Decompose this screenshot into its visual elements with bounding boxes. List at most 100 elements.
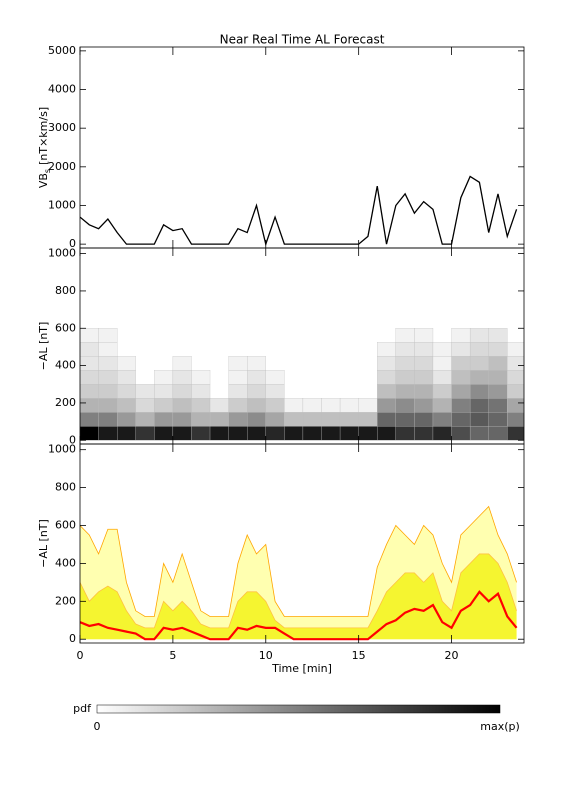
plot-area [80,175,518,247]
pdf-cell [432,370,452,385]
pdf-cell [98,370,118,385]
pdf-cell [451,412,471,427]
pdf-cell [377,426,396,441]
pdf-cell [488,370,508,385]
pdf-cell [265,426,285,441]
pdf-cell [451,426,471,441]
pdf-cell [154,398,174,413]
pdf-cell [488,342,508,357]
pdf-cell [247,370,266,385]
y-tick-label: 1000 [48,198,76,211]
y-tick-label: 3000 [48,121,76,134]
pdf-cell [469,356,489,371]
pdf-cell [302,412,322,427]
pdf-cell [228,356,248,371]
pdf-cell [432,356,452,371]
pdf-cell [191,370,211,385]
y-tick-label: 0 [69,632,76,645]
pdf-cell [507,398,524,413]
colorbar-title: pdf [73,702,92,715]
y-tick-label: 4000 [48,83,76,96]
pdf-cell [265,384,285,399]
y-label-main: VB [37,173,50,188]
y-tick-label: 800 [55,481,76,494]
pdf-cell [488,426,508,441]
pdf-cell [469,342,489,357]
pdf-cell [488,384,508,399]
pdf-cell [488,412,508,427]
pdf-cell [469,398,489,413]
pdf-cell [395,356,415,371]
pdf-cell [135,398,155,413]
pdf-cell [377,370,396,385]
pdf-cell [98,384,118,399]
pdf-cell [451,370,471,385]
pdf-cell [247,412,266,427]
pdf-cell [414,398,434,413]
pdf-cell [395,384,415,399]
pdf-cell [98,426,118,441]
pdf-cell [507,384,524,399]
y-tick-label: 1000 [48,247,76,260]
y-tick-label: 2000 [48,160,76,173]
pdf-cell [98,328,118,343]
pdf-cell [469,370,489,385]
plot-area [80,328,524,441]
pdf-cell [414,328,434,343]
colorbar-min: 0 [94,720,101,733]
pdf-cell [247,426,266,441]
pdf-cell [154,426,174,441]
median-line [80,590,518,641]
pdf-cell [451,342,471,357]
y-tick-label: 800 [55,284,76,297]
pdf-cell [395,342,415,357]
pdf-cell [98,356,118,371]
pdf-cell [228,398,248,413]
pdf-cell [80,426,99,441]
pdf-cell [414,384,434,399]
pdf-cell [209,426,229,441]
pdf-cell [80,370,99,385]
y-axis-label: −AL [nT] [37,322,50,371]
y-tick-label: 200 [55,396,76,409]
pdf-cell [209,412,229,427]
pdf-cell [265,370,285,385]
pdf-cell [321,398,341,413]
pdf-cell [488,356,508,371]
pdf-cell [135,384,155,399]
pdf-cell [377,356,396,371]
pdf-cell [377,412,396,427]
pdf-cell [80,356,99,371]
pdf-cell [117,412,136,427]
pdf-cell [339,412,359,427]
y-tick-label: 0 [69,237,76,250]
pdf-cell [98,412,118,427]
pdf-cell [172,426,192,441]
colorbar [96,704,501,714]
pdf-cell [432,384,452,399]
pdf-cell [228,384,248,399]
pdf-cell [172,356,192,371]
pdf-cell [395,328,415,343]
pdf-cell [154,384,174,399]
pdf-cell [172,384,192,399]
pdf-cell [80,342,99,357]
y-tick-label: 600 [55,518,76,531]
pdf-cell [154,370,174,385]
pdf-cell [488,398,508,413]
pdf-cell [451,356,471,371]
pdf-cell [395,412,415,427]
pdf-cell [395,426,415,441]
y-tick-label: 5000 [48,44,76,57]
pdf-cell [432,412,452,427]
pdf-cell [117,398,136,413]
pdf-cell [377,384,396,399]
pdf-cell [414,342,434,357]
pdf-cell [339,398,359,413]
pdf-cell [414,412,434,427]
pdf-cell [414,370,434,385]
pdf-cell [247,398,266,413]
pdf-cell [414,426,434,441]
pdf-cell [432,342,452,357]
